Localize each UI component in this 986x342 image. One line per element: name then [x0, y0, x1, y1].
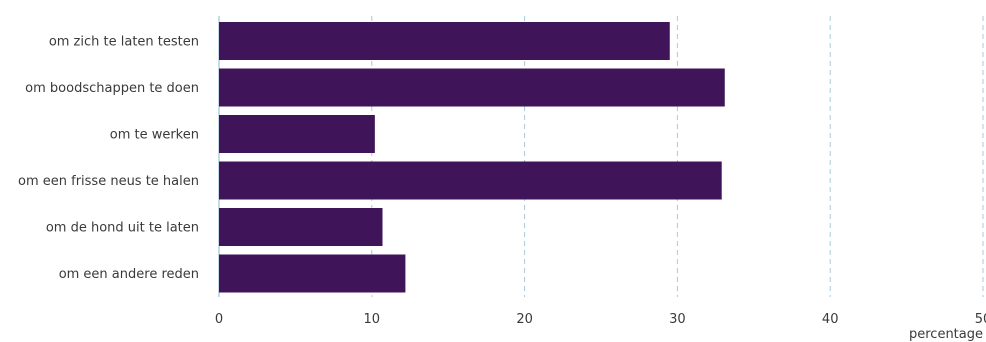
bar-5 — [219, 208, 383, 246]
x-axis-title: percentage — [909, 327, 983, 342]
x-tick-label-20: 20 — [516, 312, 533, 327]
category-label-6: om een andere reden — [59, 267, 199, 282]
x-tick-label-10: 10 — [364, 312, 381, 327]
x-axis-ticks: 0 10 20 30 40 50 — [215, 312, 986, 327]
category-label-1: om zich te laten testen — [49, 35, 199, 50]
category-label-3: om te werken — [110, 128, 199, 143]
bar-1 — [219, 22, 670, 60]
x-tick-label-40: 40 — [822, 312, 839, 327]
bar-2 — [219, 68, 725, 107]
x-tick-label-0: 0 — [215, 312, 223, 327]
category-label-4: om een frisse neus te halen — [18, 174, 199, 189]
chart-grid — [371, 16, 984, 297]
bar-4 — [219, 161, 722, 200]
category-label-2: om boodschappen te doen — [25, 81, 199, 96]
bar-3 — [219, 115, 375, 153]
category-label-5: om de hond uit te laten — [46, 221, 199, 236]
bar-6 — [219, 254, 406, 293]
x-tick-label-50: 50 — [975, 312, 986, 327]
category-labels: om zich te laten testen om boodschappen t… — [18, 35, 199, 283]
x-tick-label-30: 30 — [669, 312, 686, 327]
chart-bars — [219, 22, 725, 293]
